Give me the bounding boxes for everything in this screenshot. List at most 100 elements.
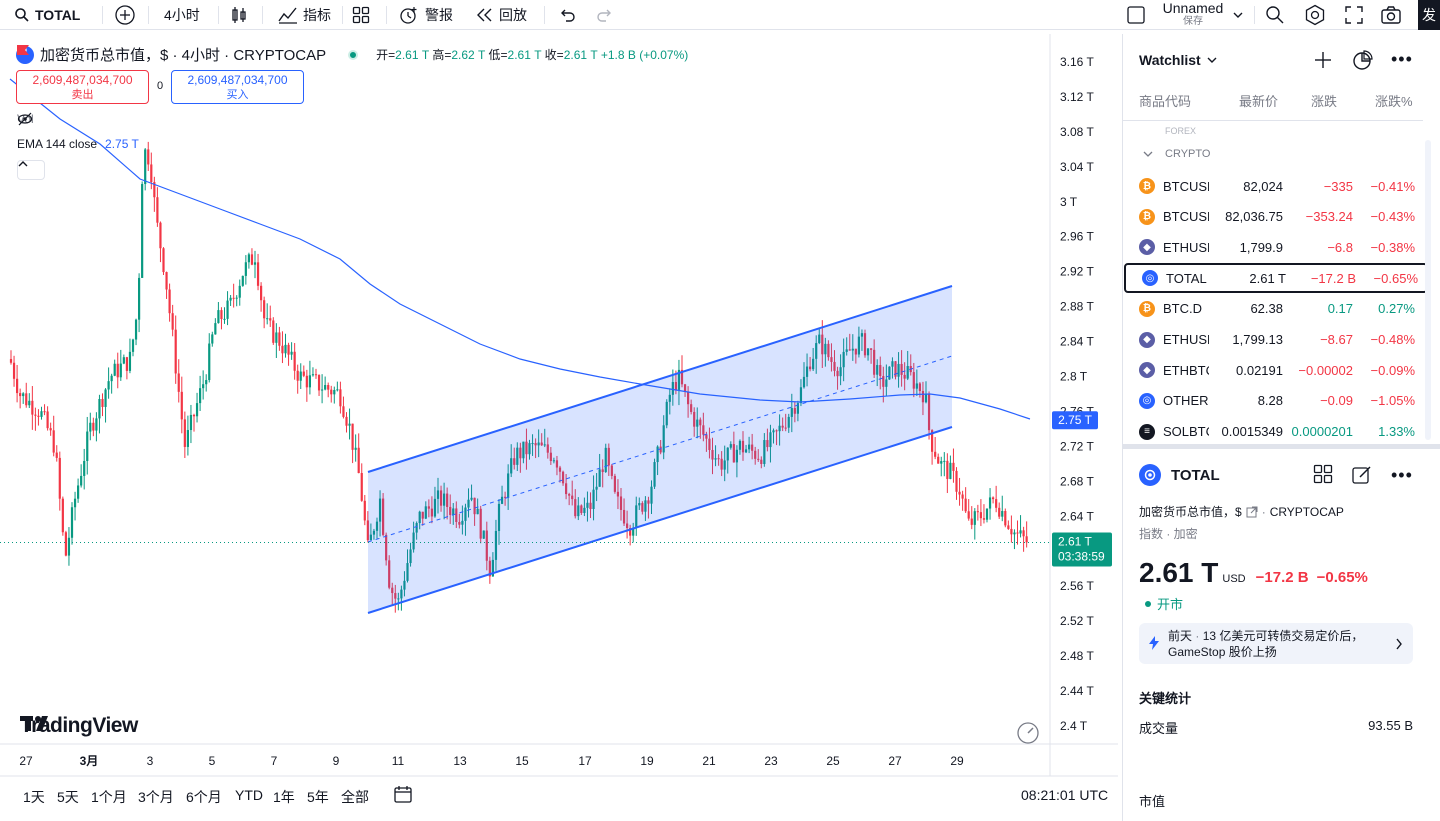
candle-body (647, 500, 650, 504)
watchlist-scrollbar[interactable] (1425, 140, 1431, 440)
collapse-legend-button[interactable] (17, 160, 45, 180)
row-symbol: ETHUSD (1163, 332, 1209, 347)
range-button[interactable]: 1天 (23, 789, 45, 805)
range-button[interactable]: 6个月 (186, 789, 222, 805)
layout-name-button[interactable]: Unnamed 保存 (1160, 1, 1226, 28)
candle-body (992, 497, 995, 500)
range-button[interactable]: 1年 (273, 789, 295, 805)
legend-title[interactable]: 加密货币总市值，$ · 4小时 · CRYPTOCAP (40, 47, 327, 64)
group-forex[interactable]: FOREX (1165, 126, 1197, 134)
range-button[interactable]: 5天 (57, 789, 79, 805)
settings-button[interactable] (1304, 0, 1326, 30)
ethereum-icon: ◆ (1139, 362, 1155, 379)
details-more-button[interactable]: ••• (1391, 466, 1413, 484)
candle-body (46, 411, 49, 429)
candle-body (763, 440, 766, 464)
add-symbol-button[interactable] (1313, 50, 1333, 73)
layouts-button[interactable] (352, 0, 370, 30)
watchlist-menu-button[interactable]: Watchlist (1139, 52, 1217, 68)
row-symbol: OTHERS (1163, 393, 1209, 409)
details-symbol[interactable]: TOTAL (1171, 466, 1220, 484)
sell-button[interactable]: 2,609,487,034,700 卖出 (16, 70, 149, 104)
publish-button[interactable]: 发 (1418, 0, 1440, 30)
details-edit-button[interactable] (1351, 464, 1373, 489)
watchlist-row[interactable]: ◆ ETHUSD 1,799.13 −8.67 −0.48% (1123, 325, 1423, 355)
row-change: −335 (1323, 178, 1353, 194)
indicators-label: 指标 (303, 7, 331, 23)
watchlist-more-button[interactable]: ••• (1391, 50, 1413, 68)
time-tick-label: 25 (826, 754, 840, 768)
details-layout-button[interactable] (1313, 464, 1333, 487)
layout-checkbox[interactable] (1126, 0, 1146, 30)
candle-body (321, 389, 324, 391)
interval-button[interactable]: 4小时 (164, 7, 200, 23)
candle-body (949, 462, 952, 479)
chart-type-button[interactable] (230, 0, 248, 30)
snapshot-button[interactable] (1380, 0, 1402, 30)
column-header[interactable]: 最新价 (1239, 94, 1279, 109)
advanced-view-button[interactable] (1351, 49, 1373, 74)
candle-body (324, 385, 327, 390)
watchlist-row[interactable]: ◆ ETHUSD 1,799.9 −6.8 −0.38% (1123, 232, 1423, 262)
range-button[interactable]: 1个月 (91, 789, 127, 805)
candle-body (275, 332, 278, 343)
ema-indicator-row[interactable]: EMA 144 close 2.75 T (17, 137, 139, 151)
watchlist-row[interactable]: ◆ ETHBTC 0.02191 −0.00002 −0.09% (1123, 355, 1423, 385)
candle-body (693, 411, 696, 427)
candle-body (253, 262, 257, 265)
candle-body (735, 449, 738, 463)
candle-body (497, 503, 501, 531)
range-button[interactable]: 5年 (307, 789, 329, 805)
column-header[interactable]: 涨跌 (1311, 94, 1338, 109)
tradingview-logo-icon (20, 716, 48, 731)
watchlist-row[interactable]: ≡ SOLBTC 0.0015349 0.0000201 1.33% (1123, 417, 1423, 447)
quick-search-button[interactable] (1264, 0, 1286, 30)
chart-area[interactable]: 3.16 T 3.12 T 3.08 T 3.04 T 3 T 2.96 T 2.92 T 2… (0, 34, 1118, 821)
candle-body (528, 443, 531, 455)
candle-body (888, 366, 891, 380)
candle-body (128, 351, 132, 371)
buy-button[interactable]: 2,609,487,034,700 买入 (171, 70, 304, 104)
candle-body (147, 149, 150, 165)
news-card[interactable]: 前天 · 13 亿美元可转债交易定价后，GameStop 股价上扬 (1139, 623, 1413, 664)
panel-divider[interactable] (1123, 444, 1440, 449)
range-button[interactable]: 全部 (341, 789, 369, 805)
column-header[interactable]: 商品代码 (1139, 94, 1192, 109)
watchlist-row[interactable]: ₿ BTCUSD 82,024 −335 −0.41% (1123, 171, 1423, 201)
candle-body (549, 452, 552, 462)
last-price-tag-label: 2.61 T (1058, 535, 1092, 549)
indicators-button[interactable]: 指标 (278, 0, 331, 30)
candle-body (531, 443, 534, 445)
undo-icon (561, 9, 575, 22)
eye-off-icon[interactable] (17, 112, 33, 126)
candle-body (866, 348, 870, 356)
group-crypto[interactable]: CRYPTO (1143, 148, 1210, 160)
range-button[interactable]: 3个月 (138, 789, 174, 805)
clock-label[interactable]: 08:21:01 UTC (1021, 787, 1109, 803)
candle-body (513, 458, 516, 465)
symbol-search-button[interactable]: TOTAL (14, 0, 80, 30)
channel-lower-line (367, 426, 953, 614)
candle-body (717, 458, 720, 460)
redo-button[interactable] (596, 0, 614, 30)
price-chart[interactable]: 3.16 T 3.12 T 3.08 T 3.04 T 3 T 2.96 T 2.92 T 2… (0, 34, 1118, 821)
compare-button[interactable] (114, 0, 136, 30)
watchlist-row[interactable]: ◎ OTHERS 8.28 −0.09 −1.05% (1123, 386, 1423, 416)
range-button[interactable]: YTD (235, 787, 263, 803)
candle-body (131, 339, 135, 352)
watchlist-row[interactable]: ◎ TOTAL 2.61 T −17.2 B −0.65% (1124, 263, 1428, 294)
watchlist-row[interactable]: ₿ BTCUSD 82,036.75 −353.24 −0.43% (1123, 202, 1423, 232)
undo-button[interactable] (558, 0, 576, 30)
external-link-icon[interactable] (1246, 506, 1258, 518)
watchlist-row[interactable]: ₿ BTC.D 62.38 0.17 0.27% (1123, 294, 1423, 324)
total-icon (1139, 464, 1161, 486)
fullscreen-button[interactable] (1344, 0, 1364, 30)
row-price: 0.02191 (1236, 362, 1283, 378)
layout-menu-button[interactable] (1232, 0, 1244, 30)
candle-body (382, 498, 385, 535)
replay-button[interactable]: 回放 (476, 0, 527, 30)
alert-button[interactable]: 警报 (398, 0, 453, 30)
flag-icon[interactable] (16, 44, 30, 56)
channel-median-line (367, 355, 953, 543)
column-header[interactable]: 涨跌% (1375, 94, 1413, 109)
